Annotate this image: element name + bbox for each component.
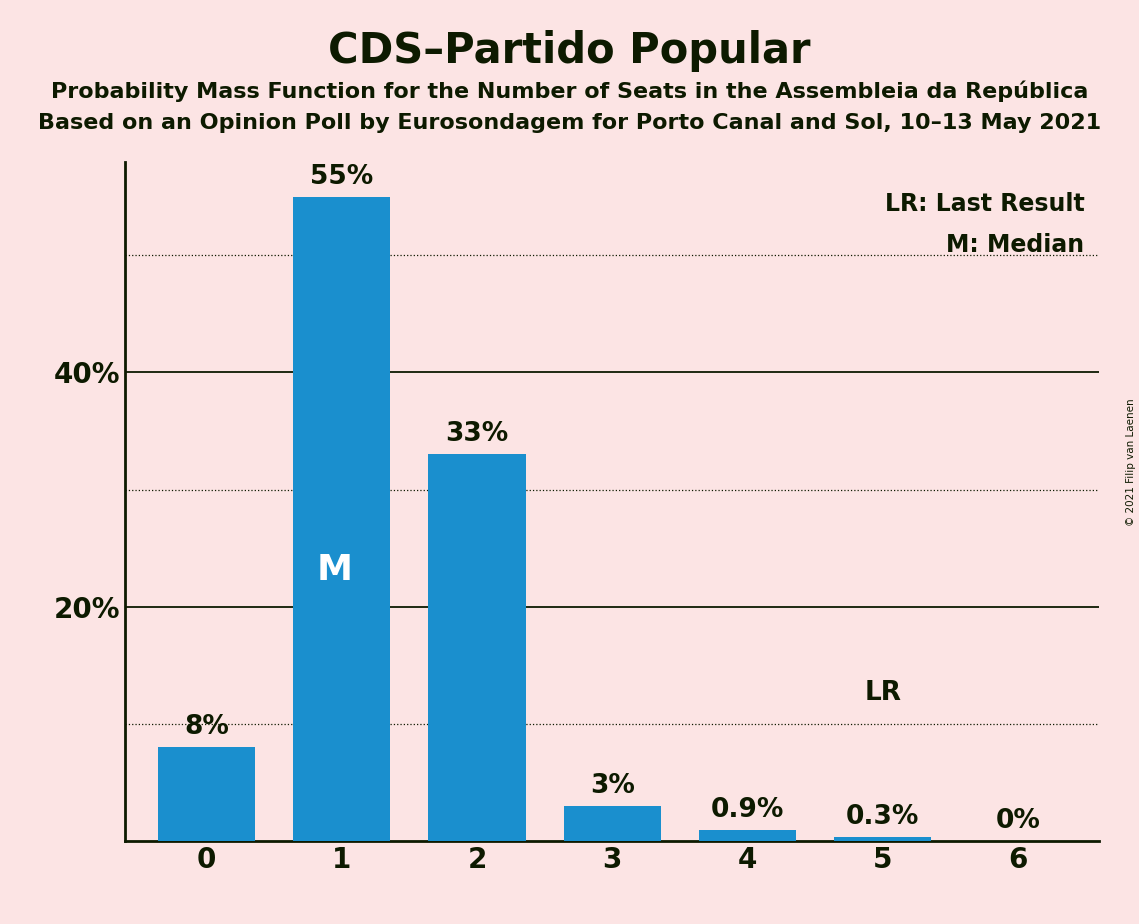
Bar — [699, 831, 796, 841]
Text: M: M — [317, 553, 353, 588]
Bar — [293, 197, 391, 841]
Text: CDS–Partido Popular: CDS–Partido Popular — [328, 30, 811, 71]
Text: 0.3%: 0.3% — [846, 804, 919, 831]
Text: © 2021 Filip van Laenen: © 2021 Filip van Laenen — [1126, 398, 1136, 526]
Text: 0.9%: 0.9% — [711, 797, 784, 823]
Text: 3%: 3% — [590, 772, 634, 798]
Text: 0%: 0% — [995, 808, 1040, 833]
Bar — [564, 806, 661, 841]
Text: LR: Last Result: LR: Last Result — [885, 192, 1084, 216]
Text: Based on an Opinion Poll by Eurosondagem for Porto Canal and Sol, 10–13 May 2021: Based on an Opinion Poll by Eurosondagem… — [38, 113, 1101, 133]
Text: 8%: 8% — [185, 714, 229, 740]
Text: M: Median: M: Median — [947, 233, 1084, 257]
Text: Probability Mass Function for the Number of Seats in the Assembleia da República: Probability Mass Function for the Number… — [51, 80, 1088, 102]
Bar — [428, 455, 526, 841]
Text: 33%: 33% — [445, 421, 509, 447]
Text: LR: LR — [865, 680, 901, 706]
Bar — [157, 748, 255, 841]
Bar — [834, 837, 932, 841]
Text: 55%: 55% — [310, 164, 374, 189]
